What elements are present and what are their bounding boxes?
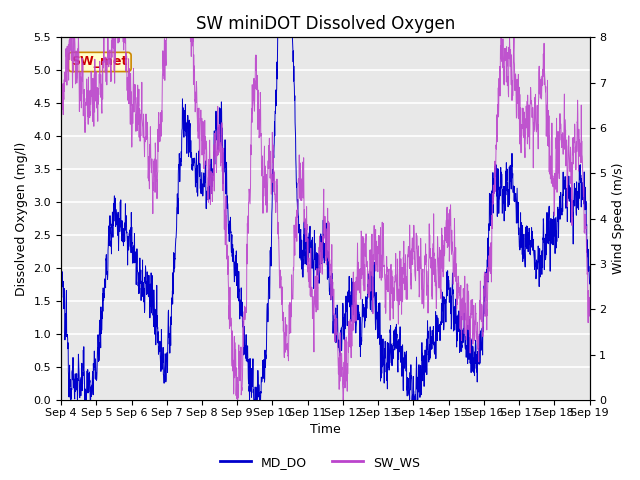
Legend: MD_DO, SW_WS: MD_DO, SW_WS	[214, 451, 426, 474]
X-axis label: Time: Time	[310, 423, 340, 436]
Title: SW miniDOT Dissolved Oxygen: SW miniDOT Dissolved Oxygen	[196, 15, 455, 33]
Y-axis label: Dissolved Oxygen (mg/l): Dissolved Oxygen (mg/l)	[15, 142, 28, 296]
Y-axis label: Wind Speed (m/s): Wind Speed (m/s)	[612, 163, 625, 275]
Text: SW_met: SW_met	[72, 56, 128, 69]
